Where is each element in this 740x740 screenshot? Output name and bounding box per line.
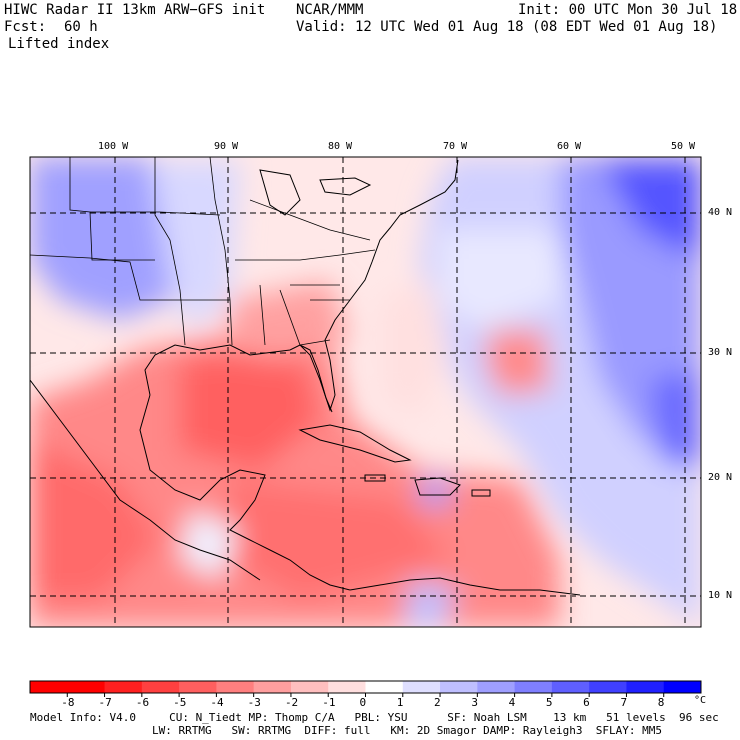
lat-label-30n: 30 N [708, 347, 733, 358]
colorbar-unit: °C [694, 695, 707, 706]
colorbar-tick-label: 1 [396, 696, 404, 709]
colorbar-swatch [179, 681, 217, 693]
lon-label-100w: 100 W [98, 141, 129, 152]
colorbar-swatch [551, 681, 590, 693]
colorbar-swatch [477, 681, 516, 693]
colorbar-swatch [328, 681, 366, 693]
colorbar-tick-label: -3 [247, 696, 261, 709]
field-name: Lifted index [8, 36, 110, 52]
colorbar-swatch [663, 681, 702, 693]
colorbar-swatch [514, 681, 553, 693]
colorbar-swatch [589, 681, 627, 693]
init-time: Init: 00 UTC Mon 30 Jul 18 [518, 2, 738, 18]
colorbar-swatch [253, 681, 292, 693]
lon-label-50w: 50 W [671, 141, 696, 152]
colorbar-tick-label: 7 [620, 696, 628, 709]
colorbar-tick-label: 8 [657, 696, 665, 709]
colorbar-tick-label: -1 [322, 696, 336, 709]
colorbar [29, 680, 702, 697]
colorbar-tick-label: 6 [583, 696, 590, 709]
colorbar-tick-label: 5 [545, 696, 553, 709]
colorbar-swatch [402, 681, 441, 693]
lon-label-60w: 60 W [557, 141, 582, 152]
colorbar-tick-label: 3 [471, 696, 478, 709]
model-title: HIWC Radar II 13km ARW−GFS init [4, 2, 266, 18]
map-frame [29, 156, 702, 628]
colorbar-swatch [365, 681, 404, 693]
lat-label-20n: 20 N [708, 472, 733, 483]
colorbar-swatch [30, 681, 68, 693]
colorbar-swatch [626, 681, 665, 693]
colorbar-tick-label: 4 [508, 696, 516, 709]
colorbar-tick-label: -8 [61, 696, 75, 709]
colorbar-swatch [67, 681, 106, 693]
forecast-label: Fcst: [4, 19, 47, 35]
lifted-index-field [30, 157, 701, 627]
colorbar-swatch [141, 681, 180, 693]
colorbar-swatch [104, 681, 143, 693]
colorbar-swatch [216, 681, 255, 693]
lon-label-70w: 70 W [443, 141, 468, 152]
colorbar-tick-label: 0 [359, 696, 367, 709]
model-info-line1: Model Info: V4.0 CU: N_Tiedt MP: Thomp C… [30, 711, 719, 724]
lat-lon-grid [30, 157, 701, 627]
valid-time: Valid: 12 UTC Wed 01 Aug 18 (08 EDT Wed … [296, 19, 718, 35]
colorbar-tick-label: -2 [284, 696, 299, 709]
colorbar-swatch [290, 681, 329, 693]
colorbar-tick-label: 2 [434, 696, 441, 709]
colorbar-tick-label: -6 [135, 696, 150, 709]
lat-label-10n: 10 N [708, 590, 733, 601]
model-info-line2: LW: RRTMG SW: RRTMG DIFF: full KM: 2D Sm… [152, 724, 662, 737]
lon-label-80w: 80 W [328, 141, 353, 152]
colorbar-tick-label: -4 [210, 696, 224, 709]
colorbar-tick-label: -5 [173, 696, 187, 709]
organization: NCAR/MMM [296, 2, 364, 18]
colorbar-tick-label: -7 [98, 696, 112, 709]
lifted-index-map [29, 156, 702, 697]
lon-label-90w: 90 W [214, 141, 239, 152]
forecast-hours: 60 h [64, 19, 98, 35]
lat-label-40n: 40 N [708, 207, 733, 218]
colorbar-swatch [440, 681, 478, 693]
